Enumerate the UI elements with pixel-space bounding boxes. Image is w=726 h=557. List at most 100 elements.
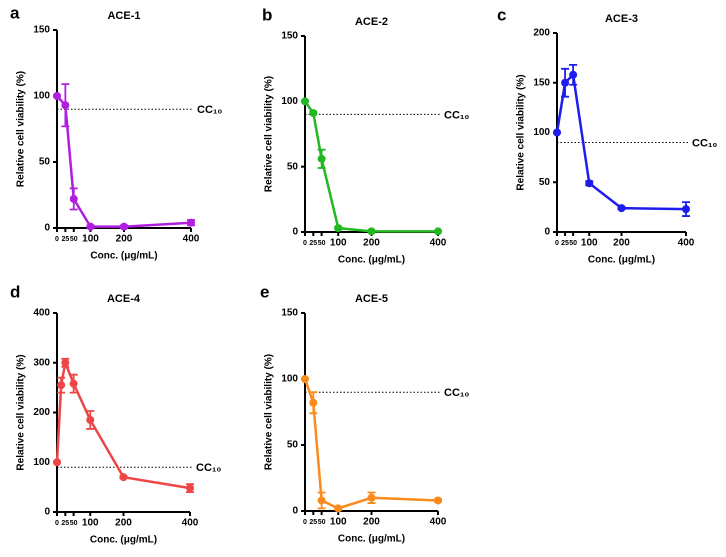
chart-panel: e ACE-5 Relative cell viability (%) Conc. (… xyxy=(260,282,469,544)
data-point xyxy=(301,97,309,106)
y-tick-label: 0 xyxy=(44,223,50,234)
chart-panel: a ACE-1 Relative cell viability (%) Conc. (… xyxy=(10,3,222,261)
x-tick-label: 200 xyxy=(363,238,380,249)
x-tick-label: 0 xyxy=(303,240,307,247)
data-line xyxy=(555,72,687,211)
y-tick-label: 100 xyxy=(33,91,50,102)
panel-label: c xyxy=(497,5,506,24)
data-point xyxy=(561,78,570,87)
panel-label: a xyxy=(10,3,20,22)
data-point xyxy=(61,101,70,110)
y-axis-label: Relative cell viability (%) xyxy=(16,354,27,470)
data-point xyxy=(682,205,690,214)
x-axis-label: Conc. (μg/mL) xyxy=(338,255,405,266)
x-tick-label: 100 xyxy=(330,238,347,249)
x-tick-label: 0 xyxy=(55,236,59,243)
y-tick-label: 400 xyxy=(33,308,50,319)
x-tick-label: 400 xyxy=(430,238,447,249)
y-tick-label: 150 xyxy=(281,308,298,319)
x-tick-label: 25 xyxy=(561,240,569,247)
reference-label: CC₁₀ xyxy=(444,387,469,399)
data-point xyxy=(434,227,442,236)
y-axis-label: Relative cell viability (%) xyxy=(264,354,275,470)
x-tick-label: 25 xyxy=(61,520,69,527)
data-point xyxy=(86,222,95,231)
x-axis-label: Conc. (μg/mL) xyxy=(90,251,157,262)
y-tick-label: 100 xyxy=(33,457,50,468)
chart-panel: d ACE-4 Relative cell viability (%) Conc. (… xyxy=(10,282,221,545)
chart-title: ACE-2 xyxy=(355,16,388,28)
x-tick-label: 200 xyxy=(115,518,132,529)
chart-title: ACE-4 xyxy=(107,293,141,305)
data-point xyxy=(334,224,343,233)
y-tick-label: 100 xyxy=(533,127,550,138)
x-tick-label: 100 xyxy=(82,234,99,245)
x-tick-label: 200 xyxy=(363,517,380,528)
x-tick-label: 0 xyxy=(555,240,559,247)
y-tick-label: 200 xyxy=(33,407,50,418)
panel-label: e xyxy=(260,282,269,301)
data-point xyxy=(585,179,594,188)
chart-title: ACE-1 xyxy=(107,10,140,22)
x-tick-label: 100 xyxy=(581,238,598,249)
reference-label: CC₁₀ xyxy=(197,104,222,116)
panel-label: b xyxy=(262,5,272,24)
x-axis-label: Conc. (μg/mL) xyxy=(588,255,655,266)
data-point xyxy=(187,218,195,227)
x-tick-label: 100 xyxy=(330,517,347,528)
data-point xyxy=(53,458,61,467)
data-point xyxy=(617,204,626,213)
x-tick-label: 25 xyxy=(309,519,317,526)
y-tick-label: 0 xyxy=(544,227,550,238)
y-tick-label: 150 xyxy=(533,77,550,88)
data-point xyxy=(120,222,128,231)
data-point xyxy=(309,398,318,407)
data-point xyxy=(186,484,194,493)
data-point xyxy=(119,473,128,482)
y-tick-label: 50 xyxy=(287,161,299,172)
y-tick-label: 0 xyxy=(292,227,298,238)
reference-label: CC₁₀ xyxy=(444,109,469,121)
y-tick-label: 200 xyxy=(533,28,550,39)
x-axis-label: Conc. (μg/mL) xyxy=(338,534,405,545)
x-tick-label: 400 xyxy=(182,518,199,529)
y-tick-label: 50 xyxy=(287,440,299,451)
chart-title: ACE-3 xyxy=(605,13,638,25)
data-point xyxy=(69,379,78,388)
x-tick-label: 50 xyxy=(569,240,577,247)
data-line xyxy=(303,100,438,233)
x-tick-label: 400 xyxy=(183,234,200,245)
chart-panel: c ACE-3 Relative cell viability (%) Conc. (… xyxy=(497,5,717,265)
x-tick-label: 25 xyxy=(309,240,317,247)
y-axis-label: Relative cell viability (%) xyxy=(264,76,275,192)
data-point xyxy=(434,496,442,505)
y-axis-label: Relative cell viability (%) xyxy=(516,74,527,190)
x-tick-label: 25 xyxy=(61,236,69,243)
data-line xyxy=(56,95,192,228)
data-point xyxy=(569,70,578,79)
y-tick-label: 50 xyxy=(39,157,51,168)
y-tick-label: 0 xyxy=(44,507,50,518)
data-point xyxy=(309,109,318,118)
y-tick-label: 150 xyxy=(281,31,298,42)
x-axis-label: Conc. (μg/mL) xyxy=(90,535,157,546)
chart-title: ACE-5 xyxy=(355,293,388,305)
x-tick-label: 50 xyxy=(70,520,78,527)
data-point xyxy=(53,92,61,100)
data-point xyxy=(301,375,309,383)
data-point xyxy=(61,358,70,367)
y-tick-label: 100 xyxy=(281,96,298,107)
y-axis-label: Relative cell viability (%) xyxy=(16,71,27,187)
x-tick-label: 200 xyxy=(116,234,133,245)
y-tick-label: 150 xyxy=(33,25,50,36)
x-tick-label: 0 xyxy=(55,520,59,527)
x-tick-label: 0 xyxy=(303,519,307,526)
x-tick-label: 50 xyxy=(318,240,326,247)
data-point xyxy=(317,496,326,505)
x-tick-label: 400 xyxy=(678,238,695,249)
x-tick-label: 50 xyxy=(70,236,78,243)
data-point xyxy=(86,415,95,424)
data-point xyxy=(57,381,66,390)
data-line xyxy=(303,378,439,510)
